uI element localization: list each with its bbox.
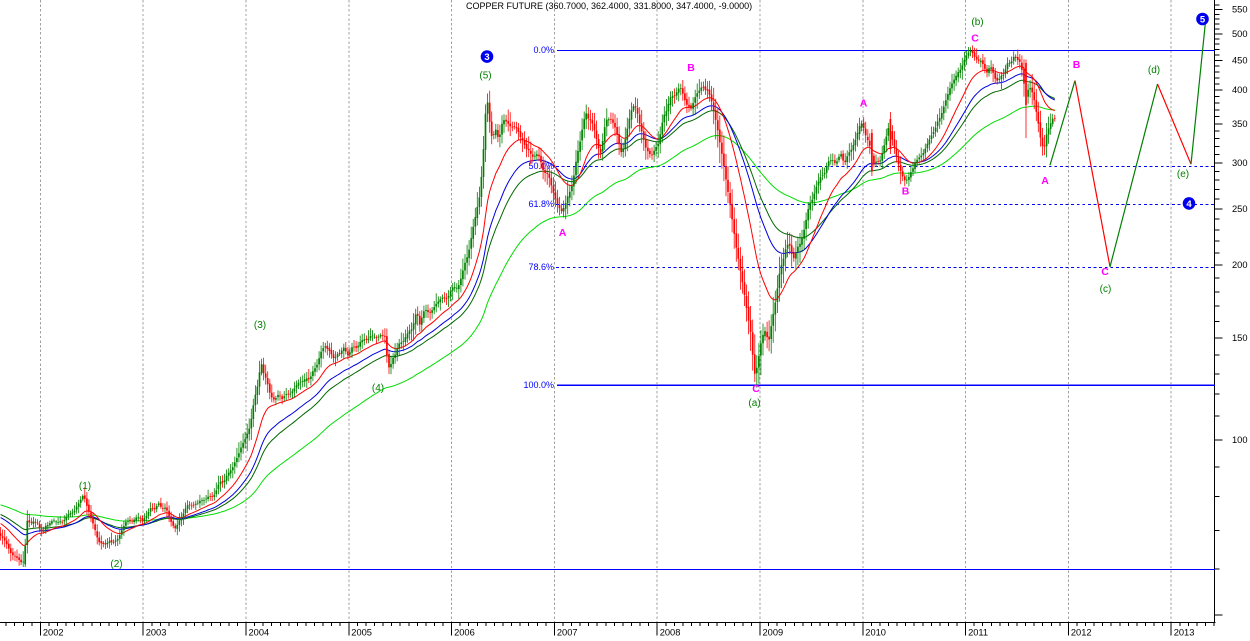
svg-text:(5): (5) [479, 71, 491, 82]
svg-text:C: C [752, 383, 760, 395]
svg-text:2002: 2002 [43, 628, 64, 637]
svg-text:2005: 2005 [351, 628, 372, 637]
svg-text:450: 450 [1232, 55, 1248, 65]
svg-text:A: A [559, 227, 567, 239]
svg-text:A: A [1041, 175, 1049, 187]
svg-text:500: 500 [1232, 29, 1248, 39]
svg-text:(b): (b) [971, 17, 983, 28]
svg-text:2003: 2003 [146, 628, 167, 637]
svg-text:2012: 2012 [1071, 628, 1092, 637]
svg-text:COPPER FUTURE (360.7000, 362.4: COPPER FUTURE (360.7000, 362.4000, 331.8… [466, 1, 752, 11]
svg-text:200: 200 [1232, 260, 1248, 270]
svg-text:(c): (c) [1100, 284, 1112, 295]
svg-text:(4): (4) [372, 383, 384, 394]
svg-text:78.6%: 78.6% [528, 262, 554, 272]
svg-text:2006: 2006 [454, 628, 475, 637]
svg-text:(a): (a) [748, 398, 760, 409]
svg-text:2007: 2007 [557, 628, 578, 637]
svg-text:100.0%: 100.0% [523, 380, 554, 390]
svg-text:2011: 2011 [968, 628, 988, 637]
svg-text:(d): (d) [1148, 65, 1160, 76]
svg-text:C: C [971, 33, 979, 45]
svg-text:4: 4 [1186, 199, 1192, 210]
svg-text:550: 550 [1232, 5, 1248, 15]
svg-text:(1): (1) [79, 481, 91, 492]
svg-text:2008: 2008 [660, 628, 681, 637]
svg-text:61.8%: 61.8% [528, 199, 554, 209]
svg-text:300: 300 [1232, 158, 1248, 168]
svg-text:B: B [902, 186, 910, 198]
svg-text:2013: 2013 [1174, 628, 1195, 637]
svg-text:B: B [687, 62, 695, 74]
svg-text:B: B [1073, 59, 1081, 71]
svg-text:2009: 2009 [763, 628, 784, 637]
svg-text:(e): (e) [1177, 169, 1189, 180]
svg-text:(2): (2) [110, 559, 122, 570]
svg-text:C: C [1101, 266, 1109, 278]
svg-text:3: 3 [484, 52, 489, 63]
svg-text:400: 400 [1232, 85, 1248, 95]
svg-text:(3): (3) [254, 320, 266, 331]
svg-text:2004: 2004 [249, 628, 270, 637]
svg-text:2010: 2010 [865, 628, 886, 637]
svg-text:A: A [860, 98, 868, 110]
svg-text:0.0%: 0.0% [533, 45, 554, 55]
svg-text:5: 5 [1200, 14, 1206, 25]
svg-text:100: 100 [1232, 435, 1248, 445]
svg-text:350: 350 [1232, 119, 1248, 129]
svg-text:250: 250 [1232, 204, 1248, 214]
svg-text:150: 150 [1232, 333, 1248, 343]
